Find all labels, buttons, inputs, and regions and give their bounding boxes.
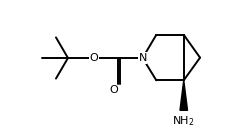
Text: N: N bbox=[138, 53, 147, 63]
Text: O: O bbox=[109, 85, 118, 95]
Polygon shape bbox=[180, 80, 188, 110]
Text: O: O bbox=[89, 53, 98, 63]
Text: NH$_2$: NH$_2$ bbox=[173, 114, 195, 128]
